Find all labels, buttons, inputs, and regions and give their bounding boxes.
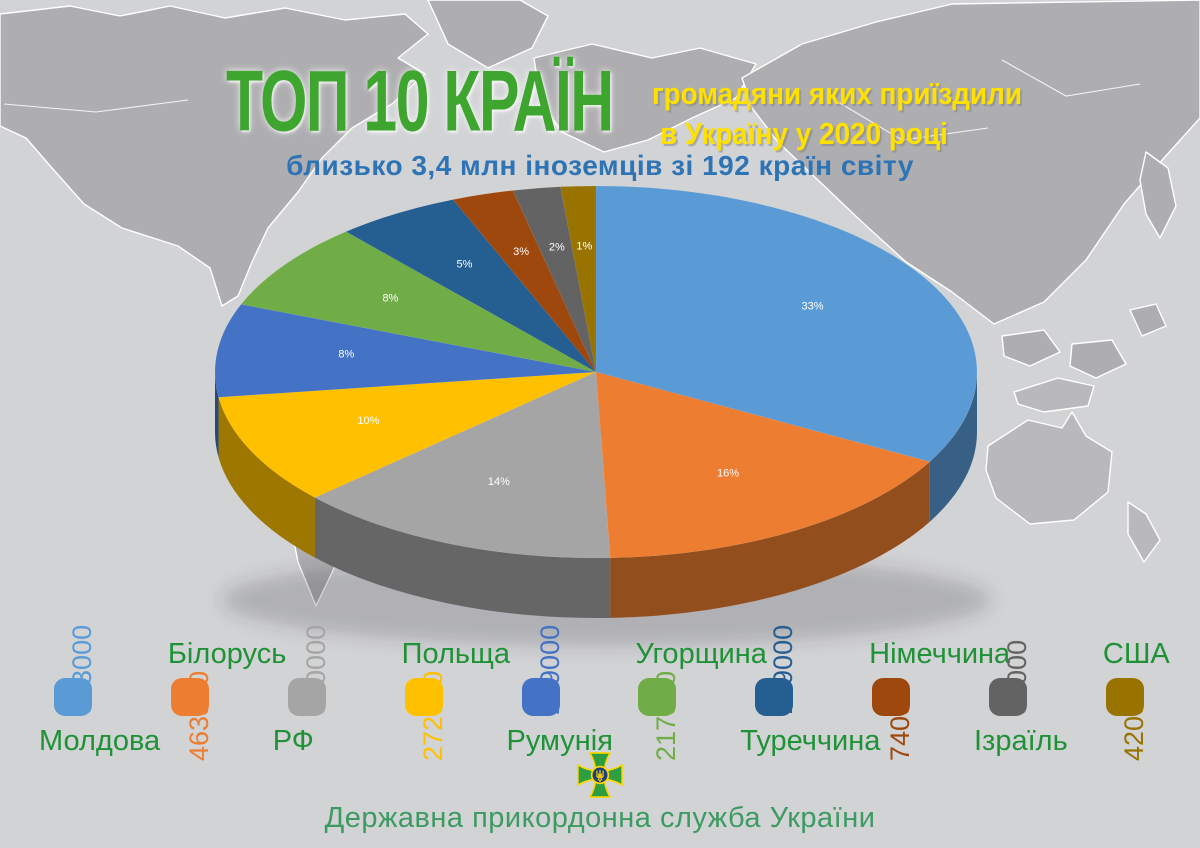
map-australia <box>985 411 1113 525</box>
legend: 933000 Молдова 463500 Білорусь 390000 РФ 27200… <box>39 624 1170 780</box>
map-europe <box>533 43 757 153</box>
subtitle-line2: в Україну у 2020 році <box>660 116 948 151</box>
map-japan <box>1139 151 1177 239</box>
legend-label: Туреччина <box>740 725 881 757</box>
legend-value: 272000 <box>417 670 448 761</box>
pie-percent-label: 5% <box>457 258 473 270</box>
pie-slice-side-Білорусь <box>610 461 930 618</box>
legend-swatch <box>872 678 911 716</box>
page-title: ТОП 10 КРАЇН <box>226 52 614 149</box>
legend-value: 217000 <box>651 670 682 761</box>
legend-label: Ізраїль <box>974 725 1068 757</box>
legend-swatch <box>989 678 1027 716</box>
pie-slice-Туреччина <box>345 199 597 373</box>
legend-value: 933000 <box>67 624 97 715</box>
legend-label: Молдова <box>39 725 161 757</box>
pie-percent-label: 8% <box>382 292 398 304</box>
legend-label: РФ <box>272 725 314 757</box>
tagline: близько 3,4 млн іноземців зі 192 країн с… <box>286 150 914 181</box>
pie-slice-Молдова <box>595 185 978 462</box>
legend-label: Угорщина <box>635 638 767 670</box>
legend-item-Угорщина: 217000 Угорщина <box>635 628 767 780</box>
legend-value: 463500 <box>183 670 214 761</box>
legend-swatch <box>638 678 677 716</box>
legend-value: 390000 <box>300 624 331 715</box>
legend-item-США: 42000 США <box>1103 628 1170 780</box>
legend-swatch <box>521 678 560 716</box>
pie-slice-side-Молдова <box>929 372 977 522</box>
pie-slice-Польща <box>218 371 597 498</box>
map-new-guinea <box>1013 377 1095 413</box>
legend-label: Польща <box>401 638 510 670</box>
pie-slice-side-Польща <box>218 397 315 558</box>
emblem-trident <box>596 770 604 782</box>
legend-value: 229000 <box>534 624 565 715</box>
map-greenland <box>427 0 549 69</box>
legend-swatch <box>54 678 92 716</box>
pie-slice-Угорщина <box>240 231 597 373</box>
pie-percent-label: 14% <box>488 476 510 488</box>
pie-percent-label: 10% <box>357 415 379 427</box>
map-north-america <box>0 5 429 307</box>
pie-slice-side-РФ <box>314 497 611 618</box>
legend-value: 57000 <box>1002 639 1032 715</box>
legend-label: Німеччина <box>869 638 1011 670</box>
page-subtitle: громадяни яких приїздили в Україну у 202… <box>652 74 1022 154</box>
legend-swatch <box>287 678 326 716</box>
legend-label: Румунія <box>506 725 613 757</box>
border-guard-emblem-icon <box>577 752 623 798</box>
legend-item-Туреччина: 149000 Туреччина <box>740 624 880 780</box>
legend-item-Білорусь: 463500 Білорусь <box>168 628 286 780</box>
pie-slice-Румунія <box>214 304 597 398</box>
legend-item-Польща: 272000 Польща <box>402 628 510 780</box>
subtitle-line1: громадяни яких приїздили <box>652 76 1023 111</box>
pie-percent-label: 2% <box>549 242 565 254</box>
pie-percent-label: 3% <box>513 246 529 258</box>
legend-swatch <box>404 678 443 716</box>
pie-percent-label: 16% <box>717 468 739 480</box>
pie-percent-label: 8% <box>338 349 354 361</box>
map-se-asia-islands <box>1001 303 1167 379</box>
legend-item-Німеччина: 74000 Німеччина <box>869 628 1010 780</box>
map-new-zealand <box>1127 501 1161 563</box>
legend-label: Білорусь <box>167 638 287 670</box>
legend-item-Молдова: 933000 Молдова <box>39 624 160 780</box>
legend-item-Румунія: 229000 Румунія <box>507 624 613 780</box>
pie-percent-label: 1% <box>576 240 592 252</box>
legend-swatch <box>755 678 794 716</box>
pie-slice-Ізраїль <box>512 186 597 373</box>
pie-percent-label: 33% <box>801 301 823 313</box>
pie-slice-Білорусь <box>595 371 931 559</box>
legend-label: США <box>1102 638 1170 670</box>
legend-value: 149000 <box>768 624 799 715</box>
legend-item-Ізраїль: 57000 Ізраїль <box>974 628 1068 780</box>
footer: Державна прикордонна служба України <box>0 750 1200 835</box>
pie-slice-США <box>560 185 597 373</box>
map-asia <box>741 0 1200 325</box>
legend-swatch <box>1105 678 1144 716</box>
pie-slice-side-Румунія <box>215 372 219 458</box>
map-borders <box>3 59 1141 141</box>
pie-slice-Німеччина <box>452 190 597 373</box>
footer-org-name: Державна прикордонна служба України <box>324 802 876 834</box>
pie-slice-РФ <box>314 371 611 559</box>
legend-item-РФ: 390000 РФ <box>273 624 334 780</box>
legend-swatch <box>170 678 209 716</box>
